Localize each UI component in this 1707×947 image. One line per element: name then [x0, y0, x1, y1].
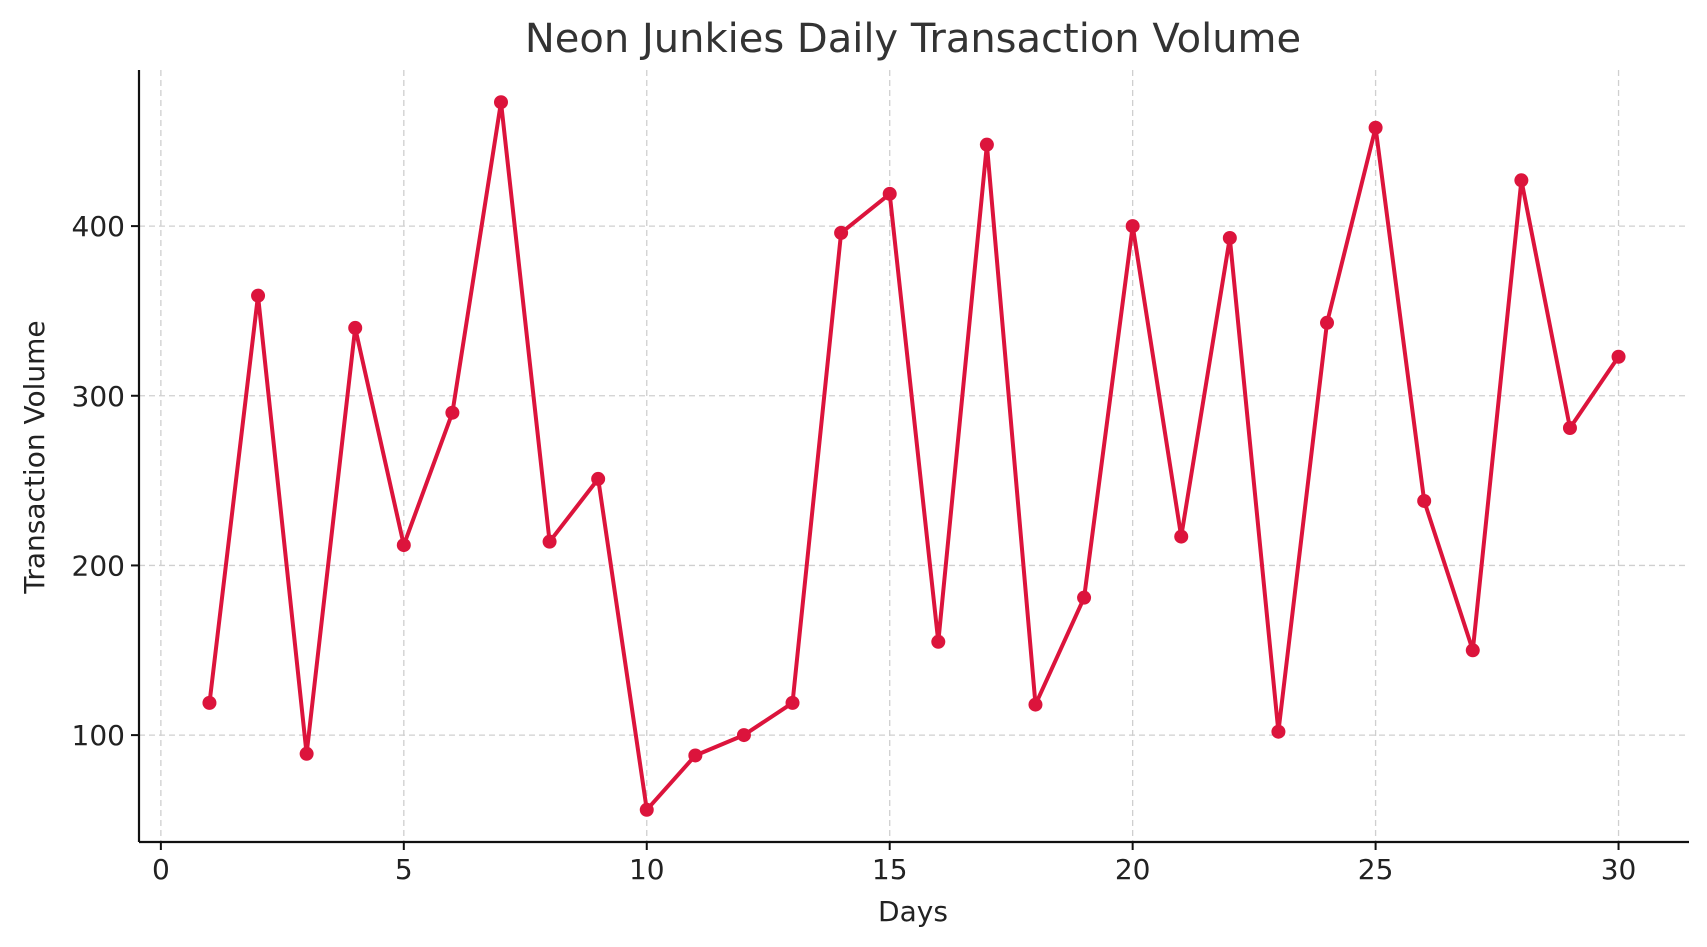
data-point [1174, 529, 1189, 544]
data-point [1271, 724, 1286, 739]
x-tick-label: 10 [629, 853, 665, 886]
data-point [493, 95, 508, 110]
data-point [348, 320, 363, 335]
data-point [1222, 230, 1237, 245]
x-tick-label: 15 [872, 853, 908, 886]
data-point [785, 695, 800, 710]
data-point [396, 538, 411, 553]
data-point [445, 405, 460, 420]
data-point [1562, 421, 1577, 436]
data-point [1125, 219, 1140, 234]
y-tick-label: 300 [72, 380, 125, 413]
data-point [299, 746, 314, 761]
x-tick-label: 5 [395, 853, 413, 886]
data-point [251, 288, 266, 303]
y-tick-label: 400 [72, 210, 125, 243]
data-point [202, 695, 217, 710]
x-tick-label: 20 [1115, 853, 1151, 886]
y-axis-label: Transaction Volume [18, 320, 51, 594]
data-point [834, 225, 849, 240]
data-point [1611, 349, 1626, 364]
data-point [1028, 697, 1043, 712]
data-point [931, 634, 946, 649]
grid [139, 70, 1689, 842]
data-point [688, 748, 703, 763]
y-tick-label: 100 [72, 719, 125, 752]
data-point [1368, 120, 1383, 135]
chart-title: Neon Junkies Daily Transaction Volume [525, 16, 1301, 62]
data-point [979, 137, 994, 152]
axes: 0 5 10 15 20 25 30 100 200 300 400 [72, 70, 1689, 886]
data-point [1417, 493, 1432, 508]
data-point [639, 802, 654, 817]
data-point [542, 534, 557, 549]
x-tick-label: 25 [1358, 853, 1394, 886]
data-point [591, 471, 606, 486]
y-tick-label: 200 [72, 549, 125, 582]
data-point [1320, 315, 1335, 330]
x-tick-label: 0 [152, 853, 170, 886]
data-point [1514, 173, 1529, 188]
series-line [207, 100, 1621, 812]
data-point [882, 186, 897, 201]
x-axis-label: Days [878, 895, 948, 928]
data-point [736, 728, 751, 743]
data-point [1077, 590, 1092, 605]
series [202, 95, 1626, 817]
x-tick-label: 30 [1601, 853, 1637, 886]
data-point [1465, 643, 1480, 658]
